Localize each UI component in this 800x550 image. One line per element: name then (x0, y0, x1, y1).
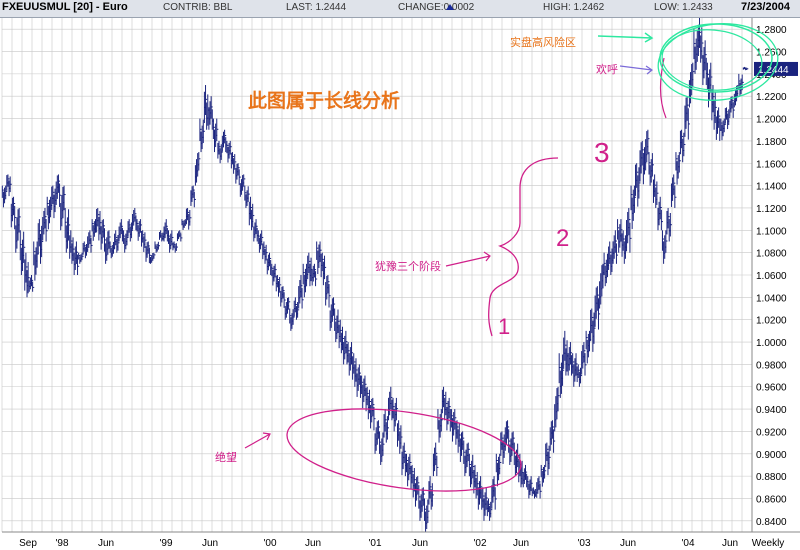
y-tick-label: 1.2800 (756, 25, 787, 36)
despair-arrow (244, 432, 271, 449)
last-price-tag-label: 1.2444 (758, 65, 789, 76)
despair-label: 绝望 (215, 450, 237, 464)
y-tick-label: 0.9200 (756, 427, 787, 438)
stage-2-label: 2 (556, 225, 569, 252)
symbol-title: FXEUUSMUL [20] - Euro (2, 1, 128, 13)
x-tick-label: Jun (513, 538, 529, 549)
cheer-arrow (619, 65, 654, 75)
chart-grid (1, 18, 753, 532)
y-tick-label: 1.2200 (756, 92, 787, 103)
low-label: LOW: 1.2433 (654, 2, 713, 13)
risk-circle-2 (657, 23, 779, 101)
ohlc-bars (1, 18, 749, 532)
hesitation-label: 犹豫三个阶段 (375, 259, 441, 273)
y-tick-label: 1.1800 (756, 137, 787, 148)
y-tick-label: 0.8800 (756, 472, 787, 483)
change-value: 0.0002 (443, 2, 475, 13)
x-tick-label: Jun (620, 538, 636, 549)
stage-1-label: 1 (498, 314, 510, 339)
x-tick-label: Sep (19, 538, 37, 549)
x-tick-label: '02 (473, 538, 486, 549)
x-tick-label: '03 (577, 538, 590, 549)
x-tick-label: '98 (55, 538, 68, 549)
y-tick-label: 1.1200 (756, 204, 787, 215)
change-caption: CHANGE: (398, 2, 444, 13)
y-tick-label: 0.9600 (756, 383, 787, 394)
y-tick-label: 1.1400 (756, 182, 787, 193)
y-tick-label: 1.0400 (756, 293, 787, 304)
price-chart: 1.28001.26001.24001.22001.20001.18001.16… (1, 18, 800, 549)
x-tick-label: '00 (263, 538, 276, 549)
y-tick-label: 0.8600 (756, 494, 787, 505)
risk-circle-3 (661, 29, 763, 91)
risk-zone-label: 实盘高风险区 (510, 35, 576, 49)
y-tick-label: 0.9400 (756, 405, 787, 416)
y-tick-label: 0.8400 (756, 517, 787, 528)
chart-header: FXEUUSMUL [20] - Euro CONTRIB: BBL LAST:… (0, 0, 800, 18)
x-tick-label: Jun (412, 538, 428, 549)
y-tick-label: 0.9800 (756, 360, 787, 371)
last-price-label: LAST: 1.2444 (286, 2, 347, 13)
x-tick-label: '04 (681, 538, 694, 549)
y-tick-label: 1.1000 (756, 226, 787, 237)
x-axis: Sep '98 Jun '99 Jun '00 Jun '01 Jun '02 Jun '03 Jun '… (2, 531, 800, 549)
x-tick-label: '99 (159, 538, 172, 549)
high-label: HIGH: 1.2462 (543, 2, 605, 13)
hesitation-arrow (445, 251, 491, 267)
x-tick-label: Weekly (752, 538, 785, 549)
y-tick-label: 1.0800 (756, 249, 787, 260)
y-tick-label: 1.2000 (756, 115, 787, 126)
x-tick-label: Jun (722, 538, 738, 549)
hesitation-bracket (488, 157, 559, 337)
risk-arrow (597, 32, 654, 43)
x-tick-label: Jun (98, 538, 114, 549)
y-tick-label: 1.0200 (756, 316, 787, 327)
y-tick-label: 1.0600 (756, 271, 787, 282)
y-tick-label: 1.1600 (756, 159, 787, 170)
change-label: CHANGE: 0.0002 (398, 2, 474, 13)
contrib-label: CONTRIB: BBL (163, 2, 233, 13)
date-label: 7/23/2004 (741, 1, 790, 13)
long-term-note: 此图属于长线分析 (248, 89, 400, 112)
y-axis: 1.28001.26001.24001.22001.20001.18001.16… (751, 18, 798, 532)
stage-3-label: 3 (594, 137, 610, 168)
y-tick-label: 1.0000 (756, 338, 787, 349)
annotations-layer: 此图属于长线分析 实盘高风险区 欢呼 犹豫三个阶段 绝望 1 2 3 (215, 23, 779, 492)
x-tick-label: Jun (202, 538, 218, 549)
up-arrow-icon (445, 4, 454, 10)
x-tick-label: '01 (368, 538, 381, 549)
bottom-ellipse (286, 408, 522, 492)
y-tick-label: 0.9000 (756, 450, 787, 461)
x-tick-label: Jun (305, 538, 321, 549)
cheer-label: 欢呼 (596, 62, 618, 76)
